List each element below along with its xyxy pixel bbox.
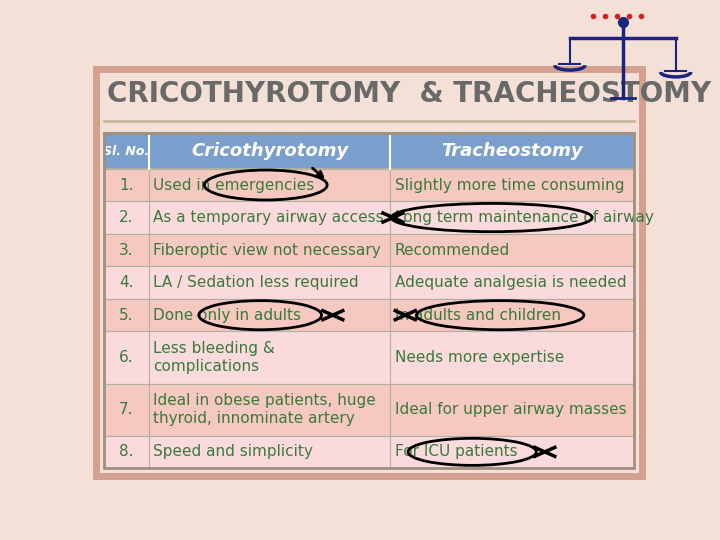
Text: Needs more expertise: Needs more expertise [395,350,564,365]
Text: In adults and children: In adults and children [395,308,561,323]
Text: Ideal for upper airway masses: Ideal for upper airway masses [395,402,626,417]
FancyBboxPatch shape [104,299,634,332]
FancyBboxPatch shape [104,201,634,234]
Text: For ICU patients: For ICU patients [395,444,517,460]
Text: Ideal in obese patients, huge
thyroid, innominate artery: Ideal in obese patients, huge thyroid, i… [153,393,377,426]
Text: 6.: 6. [120,350,134,365]
Text: 5.: 5. [120,308,134,323]
Text: Tracheostomy: Tracheostomy [441,142,583,160]
Text: 3.: 3. [120,242,134,258]
Text: As a temporary airway access: As a temporary airway access [153,210,384,225]
Text: 2.: 2. [120,210,134,225]
Text: Done only in adults: Done only in adults [153,308,302,323]
Text: 7.: 7. [120,402,134,417]
Text: Slightly more time consuming: Slightly more time consuming [395,178,624,193]
Text: 4.: 4. [120,275,134,290]
FancyBboxPatch shape [104,266,634,299]
Text: Used in emergencies: Used in emergencies [153,178,315,193]
FancyBboxPatch shape [104,383,634,436]
FancyBboxPatch shape [104,168,634,201]
Text: Recommended: Recommended [395,242,510,258]
Text: 1.: 1. [120,178,134,193]
FancyBboxPatch shape [104,436,634,468]
Text: CRICOTHYROTOMY  & TRACHEOSTOMY: CRICOTHYROTOMY & TRACHEOSTOMY [107,80,711,108]
Text: Long term maintenance of airway: Long term maintenance of airway [395,210,654,225]
Text: Fiberoptic view not necessary: Fiberoptic view not necessary [153,242,381,258]
Text: Less bleeding &
complications: Less bleeding & complications [153,341,275,374]
Text: 8.: 8. [120,444,134,460]
Text: Sl. No.: Sl. No. [104,145,150,158]
FancyBboxPatch shape [104,133,634,168]
FancyBboxPatch shape [104,332,634,383]
FancyBboxPatch shape [104,234,634,266]
Text: Speed and simplicity: Speed and simplicity [153,444,313,460]
Text: Cricothyrotomy: Cricothyrotomy [191,142,348,160]
Text: LA / Sedation less required: LA / Sedation less required [153,275,359,290]
Text: Adequate analgesia is needed: Adequate analgesia is needed [395,275,626,290]
